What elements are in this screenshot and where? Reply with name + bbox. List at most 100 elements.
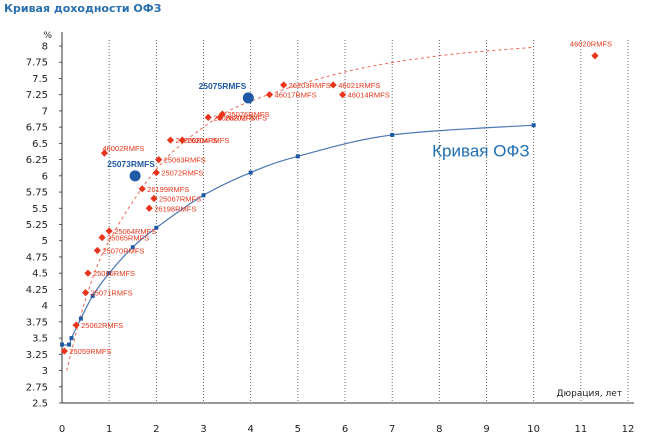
- x-tick-label: 10: [527, 424, 540, 435]
- axes-layer: 0 1 2 3 4 5 6 7 8 9 10 11 122.52.7533.253.53.7544.25…: [26, 31, 635, 435]
- bond-label: 25064RMFS: [114, 227, 156, 236]
- x-tick-label: 2: [153, 424, 159, 435]
- y-tick-label: 3.25: [26, 350, 48, 361]
- bond-point: [100, 149, 109, 157]
- bond-point: [265, 91, 274, 99]
- y-tick-label: 5.75: [26, 188, 48, 199]
- y-tick-label: 3.5: [32, 334, 48, 345]
- y-tick-label: 4: [42, 301, 48, 312]
- bond-point: [166, 136, 175, 144]
- y-tick-label: 2.5: [32, 399, 48, 410]
- x-tick-label: 7: [389, 424, 395, 435]
- bond-point: [84, 269, 92, 277]
- curve-marker: [67, 342, 72, 347]
- y-tick-label: 6: [42, 171, 48, 182]
- y-tick-label: 6.75: [26, 123, 48, 134]
- bond-point: [138, 185, 146, 193]
- y-tick-label: 4.5: [32, 269, 48, 280]
- y-tick-label: 7.25: [26, 90, 48, 101]
- bond-label: 46020RMFS: [570, 40, 612, 49]
- x-tick-label: 5: [295, 424, 301, 435]
- bond-point: [329, 81, 337, 89]
- bond-label: 26202RMFS: [225, 113, 267, 122]
- bond-label: 25076RMFS: [227, 110, 269, 119]
- curve-marker: [531, 123, 536, 128]
- bond-label: 26198RMFS: [154, 204, 196, 213]
- bond-point: [81, 289, 90, 297]
- bond-point: [218, 110, 226, 118]
- y-tick-label: 3: [42, 366, 48, 377]
- grid-layer: [108, 40, 629, 403]
- curve-marker: [90, 293, 95, 298]
- curve-marker: [295, 154, 300, 159]
- bond-point: [591, 52, 599, 60]
- bond-point: [105, 227, 113, 235]
- bond-point: [178, 136, 186, 144]
- bond-point: [155, 155, 163, 164]
- curve-layer: Кривая ОФЗ: [60, 123, 536, 347]
- bond-label: 25072RMFS: [161, 169, 203, 178]
- y-tick-label: 2.75: [26, 382, 48, 393]
- bond-point: [72, 321, 80, 329]
- bond-label: 25066RMFS: [93, 269, 135, 278]
- bond-label: 26204RMFS: [187, 136, 229, 145]
- x-tick-label: 9: [483, 424, 489, 435]
- chart-title: Кривая доходности ОФЗ: [4, 2, 162, 15]
- y-tick-label: 6.25: [26, 155, 48, 166]
- y-tick-label: 8: [42, 42, 48, 53]
- bond-point: [339, 91, 347, 99]
- y-tick-label: 4.75: [26, 252, 48, 263]
- y-tick-label: 6.5: [32, 139, 48, 150]
- trend-line: [66, 46, 534, 371]
- x-axis-label: Дюрация, лет: [557, 389, 622, 399]
- curve-marker: [390, 132, 395, 137]
- bond-point: [204, 113, 212, 121]
- bond-point: [280, 81, 288, 89]
- bond-label: 25071RMFS: [91, 289, 133, 298]
- bond-point: [93, 246, 101, 255]
- y-tick-label: 7.75: [26, 58, 48, 69]
- y-tick-label: 4.25: [26, 285, 48, 296]
- curve-marker: [60, 342, 64, 347]
- y-tick-label: 5.5: [32, 204, 48, 215]
- y-axis-unit: %: [43, 31, 52, 41]
- highlight-point: [129, 170, 141, 182]
- bond-label: 26203RMFS: [289, 81, 331, 90]
- highlight-label: 25073RMFS: [107, 159, 155, 169]
- bond-label: 25062RMFS: [81, 321, 123, 330]
- x-tick-label: 1: [106, 424, 112, 435]
- x-tick-label: 6: [342, 424, 348, 435]
- bond-point: [152, 168, 160, 177]
- bond-point: [98, 233, 106, 242]
- y-tick-label: 5.25: [26, 220, 48, 231]
- bond-label: 25063RMFS: [164, 156, 206, 165]
- trend-layer: [66, 46, 534, 371]
- x-tick-label: 12: [622, 424, 635, 435]
- bond-point: [145, 204, 153, 212]
- x-tick-label: 0: [59, 424, 65, 435]
- bond-point: [150, 194, 158, 203]
- bond-point: [60, 347, 68, 355]
- bond-label: 26199RMFS: [147, 185, 189, 194]
- bond-label: 25068RMFS: [213, 113, 255, 122]
- y-tick-label: 7: [42, 106, 48, 117]
- labels-layer: 25059RMFS 25062RMFS 25071RMFS 25066RMFS 2507…: [69, 40, 612, 356]
- curve-marker: [201, 193, 206, 198]
- highlight-label: 25075RMFS: [199, 81, 247, 91]
- bond-label: 25067RMFS: [159, 195, 201, 204]
- x-tick-label: 11: [574, 424, 587, 435]
- x-tick-label: 8: [436, 424, 442, 435]
- bond-label: 26200RMFS: [175, 136, 217, 145]
- x-tick-label: 4: [247, 424, 253, 435]
- curve-marker: [154, 225, 159, 230]
- x-tick-label: 3: [200, 424, 206, 435]
- bond-label: 46002RMFS: [102, 144, 144, 153]
- bond-label: 25065RMFS: [107, 233, 149, 242]
- curve-marker: [69, 336, 74, 341]
- curve-marker: [107, 271, 112, 276]
- y-tick-label: 5: [42, 236, 48, 247]
- bond-label: 46014RMFS: [348, 91, 390, 100]
- bond-label: 25059RMFS: [69, 347, 111, 356]
- bond-label: 46021RMFS: [338, 81, 380, 90]
